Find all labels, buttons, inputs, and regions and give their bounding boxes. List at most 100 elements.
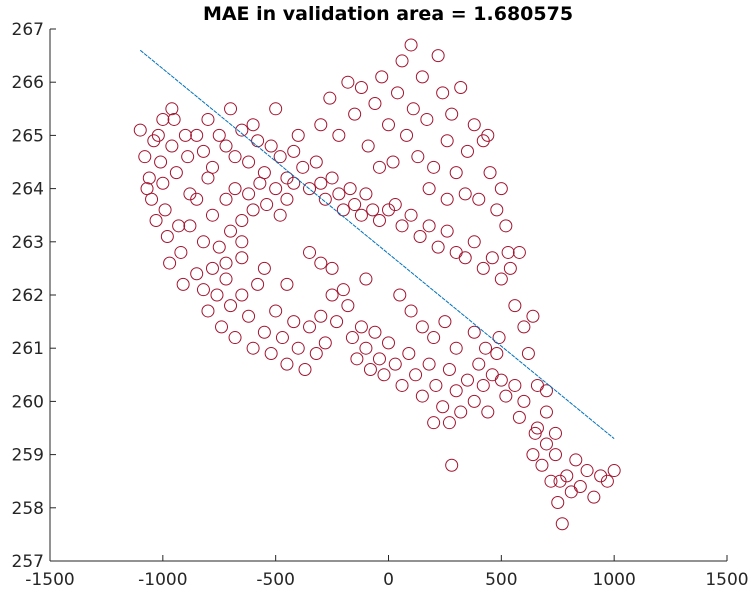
point [140, 182, 154, 196]
point [415, 320, 429, 334]
point [190, 192, 204, 206]
point [366, 203, 380, 217]
point [332, 187, 346, 201]
point [382, 118, 395, 132]
point [138, 150, 152, 164]
point [445, 107, 459, 121]
point [400, 128, 414, 142]
point [429, 378, 443, 392]
point [298, 362, 312, 376]
point [449, 341, 463, 355]
point [318, 192, 332, 206]
point [212, 240, 226, 254]
point [174, 245, 188, 259]
point [178, 128, 192, 142]
y-tick-label: 261 [12, 339, 44, 359]
point [499, 389, 513, 403]
point [242, 309, 256, 323]
point [219, 272, 233, 286]
point [539, 437, 553, 451]
point [445, 458, 459, 472]
point [343, 182, 357, 196]
point [404, 304, 418, 318]
point [183, 219, 197, 233]
point [235, 123, 249, 137]
point [442, 416, 456, 430]
point [483, 166, 497, 180]
point [442, 362, 456, 376]
point [594, 469, 608, 483]
x-tick-label: -500 [256, 570, 295, 590]
point [303, 182, 317, 196]
x-tick-label: 0 [383, 570, 394, 590]
point [303, 245, 317, 259]
point [409, 368, 423, 382]
point [431, 49, 445, 63]
point [212, 128, 226, 142]
y-tick-label: 267 [12, 20, 44, 40]
point [388, 357, 402, 371]
point [296, 160, 310, 174]
point [402, 347, 416, 361]
point [196, 144, 210, 158]
point [359, 272, 373, 286]
point [314, 118, 328, 132]
point [219, 192, 233, 206]
point [458, 187, 472, 201]
point [224, 224, 238, 238]
point [388, 198, 402, 212]
point [499, 219, 513, 233]
point [224, 102, 238, 116]
point [427, 416, 441, 430]
point [569, 453, 583, 467]
point [530, 421, 544, 435]
point [368, 96, 382, 110]
point [512, 245, 526, 259]
chart-title: MAE in validation area = 1.680575 [203, 3, 573, 25]
point [314, 309, 328, 323]
point [251, 277, 265, 291]
x-tick-label: 1500 [705, 570, 748, 590]
point [436, 86, 450, 100]
point [163, 256, 177, 270]
point [264, 139, 278, 153]
point [406, 102, 420, 116]
y-tick-label: 258 [12, 499, 44, 519]
point [269, 102, 283, 116]
point [325, 261, 339, 275]
point [151, 128, 165, 142]
point [449, 166, 463, 180]
point [386, 155, 400, 169]
point [395, 378, 409, 392]
point [205, 261, 219, 275]
point [224, 299, 238, 313]
point [382, 336, 395, 350]
point [467, 325, 481, 339]
point [517, 320, 531, 334]
point [359, 341, 373, 355]
point [165, 102, 179, 116]
point [476, 378, 490, 392]
point [472, 357, 486, 371]
point [517, 394, 531, 408]
point [190, 267, 204, 281]
point [526, 448, 540, 462]
point [273, 208, 287, 222]
point [512, 410, 526, 424]
point [472, 192, 486, 206]
point [330, 315, 344, 329]
point [280, 192, 294, 206]
y-tick-label: 264 [12, 180, 44, 200]
point [600, 474, 614, 488]
point [528, 426, 542, 440]
point [354, 208, 368, 222]
point [560, 469, 574, 483]
point [160, 229, 174, 243]
point [149, 214, 163, 228]
point [372, 160, 386, 174]
point [201, 112, 215, 126]
point [368, 325, 382, 339]
point [391, 86, 405, 100]
y-tick-label: 259 [12, 446, 44, 466]
point [196, 283, 210, 297]
